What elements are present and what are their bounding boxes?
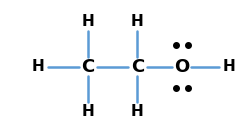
Text: C: C [81, 57, 94, 76]
Text: H: H [131, 104, 144, 119]
Text: C: C [131, 57, 144, 76]
Text: H: H [32, 59, 45, 74]
Text: O: O [174, 57, 190, 76]
Text: H: H [131, 14, 144, 29]
Text: H: H [222, 59, 235, 74]
Text: H: H [82, 104, 94, 119]
Text: H: H [82, 14, 94, 29]
